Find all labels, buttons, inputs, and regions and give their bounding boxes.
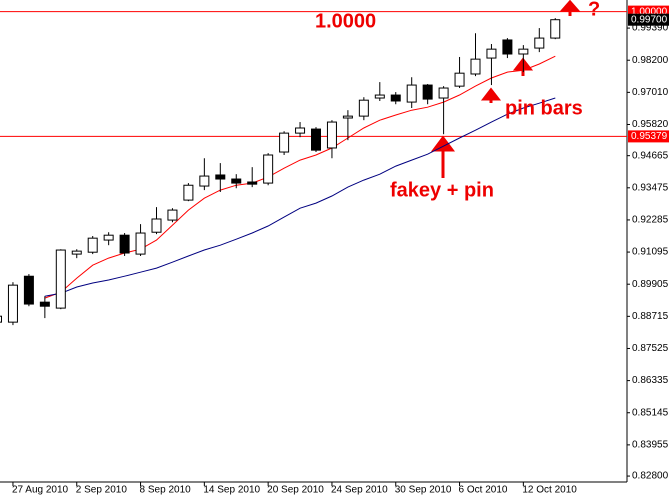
candle-body <box>135 232 146 255</box>
candle-body <box>199 175 210 187</box>
price-box-label: 0.99700 <box>631 14 668 25</box>
candle-body <box>23 275 34 305</box>
x-tick-label: 30 Sep 2010 <box>395 485 452 496</box>
candle-body <box>247 181 258 185</box>
annotation: 1.0000 <box>315 10 376 32</box>
candle-body <box>550 19 561 39</box>
annotation: ? <box>588 0 600 20</box>
candle-body <box>358 99 369 117</box>
moving-average <box>44 55 556 299</box>
x-tick-label: 14 Sep 2010 <box>203 485 260 496</box>
x-tick-label: 12 Oct 2010 <box>522 485 577 496</box>
candle-body <box>326 121 337 149</box>
candle-body <box>87 237 98 253</box>
annotation: fakey + pin <box>390 179 494 201</box>
candle-body <box>231 178 242 184</box>
plot-area <box>0 0 627 482</box>
y-tick-label: 0.97010 <box>632 87 669 98</box>
price-box-label: 1.00000 <box>631 6 668 17</box>
price-box-label: 0.95379 <box>631 131 668 142</box>
candle-body <box>422 84 433 100</box>
candle-body <box>390 94 401 102</box>
candle-body <box>215 174 226 180</box>
arrow-head <box>559 0 581 12</box>
arrow-head <box>480 87 502 101</box>
x-tick-label: 20 Sep 2010 <box>267 485 324 496</box>
candle-body <box>342 115 353 119</box>
candle-body <box>119 234 130 254</box>
annotation: pin bars <box>505 97 583 119</box>
candle-body <box>374 94 385 99</box>
candle-body <box>151 218 162 233</box>
y-tick-label: 0.99390 <box>632 23 669 34</box>
y-tick-label: 0.92285 <box>632 215 669 226</box>
y-tick-label: 0.94665 <box>632 150 669 161</box>
candle-body <box>438 87 449 99</box>
candle-body <box>518 48 529 55</box>
candle-body <box>295 127 306 134</box>
candle-body <box>39 301 50 307</box>
candle-body <box>534 37 545 49</box>
y-tick-label: 0.85145 <box>632 407 669 418</box>
y-tick-label: 0.82800 <box>632 471 669 482</box>
y-tick-label: 0.95820 <box>632 119 669 130</box>
candle-body <box>55 249 66 309</box>
y-tick-label: 0.93475 <box>632 182 669 193</box>
candle-body <box>183 184 194 201</box>
candle-body <box>167 209 178 221</box>
candle-body <box>7 284 18 323</box>
x-tick-label: 24 Sep 2010 <box>331 485 388 496</box>
x-tick-label: 2 Sep 2010 <box>76 485 128 496</box>
y-tick-label: 0.88715 <box>632 311 669 322</box>
candle-body <box>502 39 513 55</box>
x-tick-label: 6 Oct 2010 <box>459 485 508 496</box>
moving-average <box>44 97 556 297</box>
x-tick-label: 27 Aug 2010 <box>12 485 69 496</box>
candle-body <box>311 128 321 151</box>
candle-body <box>486 48 497 59</box>
candle-body <box>279 132 290 153</box>
candle-body <box>263 154 274 184</box>
price-box <box>628 13 669 26</box>
price-box <box>628 130 669 143</box>
candle-body <box>406 84 417 103</box>
y-tick-label: 0.87525 <box>632 343 669 354</box>
candle-body <box>0 315 2 323</box>
y-tick-label: 0.86335 <box>632 375 669 386</box>
candle-body <box>103 234 114 241</box>
y-tick-label: 0.83955 <box>632 440 669 451</box>
candle-body <box>454 72 465 87</box>
x-tick-label: 8 Sep 2010 <box>140 485 192 496</box>
candle-body <box>71 250 82 255</box>
y-tick-label: 0.98200 <box>632 55 669 66</box>
candle-body <box>470 58 481 75</box>
y-tick-label: 0.91095 <box>632 247 669 258</box>
y-tick-label: 0.89905 <box>632 279 669 290</box>
